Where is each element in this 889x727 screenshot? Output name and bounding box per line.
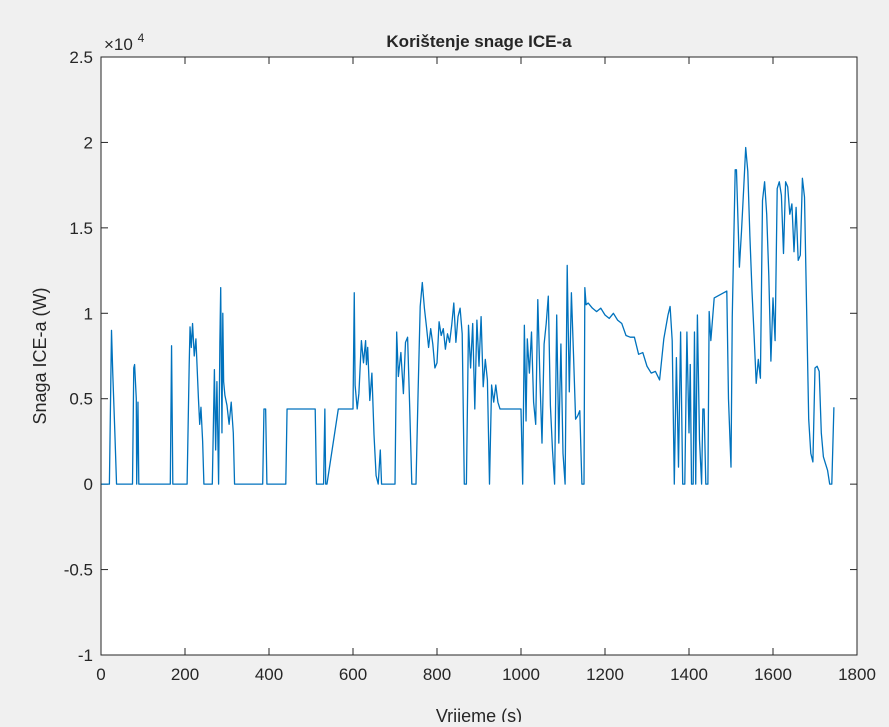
x-tick-label: 200 xyxy=(171,665,199,684)
x-tick-label: 1400 xyxy=(670,665,708,684)
x-tick-label: 1200 xyxy=(586,665,624,684)
series-layer xyxy=(101,146,835,485)
y-tick-label: 1 xyxy=(84,304,93,323)
y-tick-label: 2.5 xyxy=(69,48,93,67)
x-tick-label: 1600 xyxy=(754,665,792,684)
tick-layer: 0 200 400 600 800 1000 1200 1400 1600 1800 -1 -0.5 0… xyxy=(64,48,876,684)
x-tick-label: 0 xyxy=(96,665,105,684)
axes-box xyxy=(100,56,858,656)
y-tick-label: 0 xyxy=(84,475,93,494)
y-tick-label: -0.5 xyxy=(64,561,93,580)
y-tick-label: 2 xyxy=(84,133,93,152)
y-exponent-label: ×10 4 xyxy=(104,31,145,54)
series-line xyxy=(101,146,835,485)
y-tick-label: 0.5 xyxy=(69,390,93,409)
x-tick-label: 1000 xyxy=(502,665,540,684)
y-tick-label: 1.5 xyxy=(69,219,93,238)
y-axis-label: Snaga ICE-a (W) xyxy=(30,287,50,424)
x-tick-label: 800 xyxy=(423,665,451,684)
x-tick-label: 600 xyxy=(339,665,367,684)
x-tick-label: 1800 xyxy=(838,665,876,684)
x-tick-label: 400 xyxy=(255,665,283,684)
y-exponent-power: 4 xyxy=(138,31,145,45)
y-exponent-base: ×10 xyxy=(104,35,133,54)
chart-title: Korištenje snage ICE-a xyxy=(386,32,572,51)
x-axis-label: Vrijeme (s) xyxy=(436,706,522,722)
y-tick-label: -1 xyxy=(78,646,93,665)
